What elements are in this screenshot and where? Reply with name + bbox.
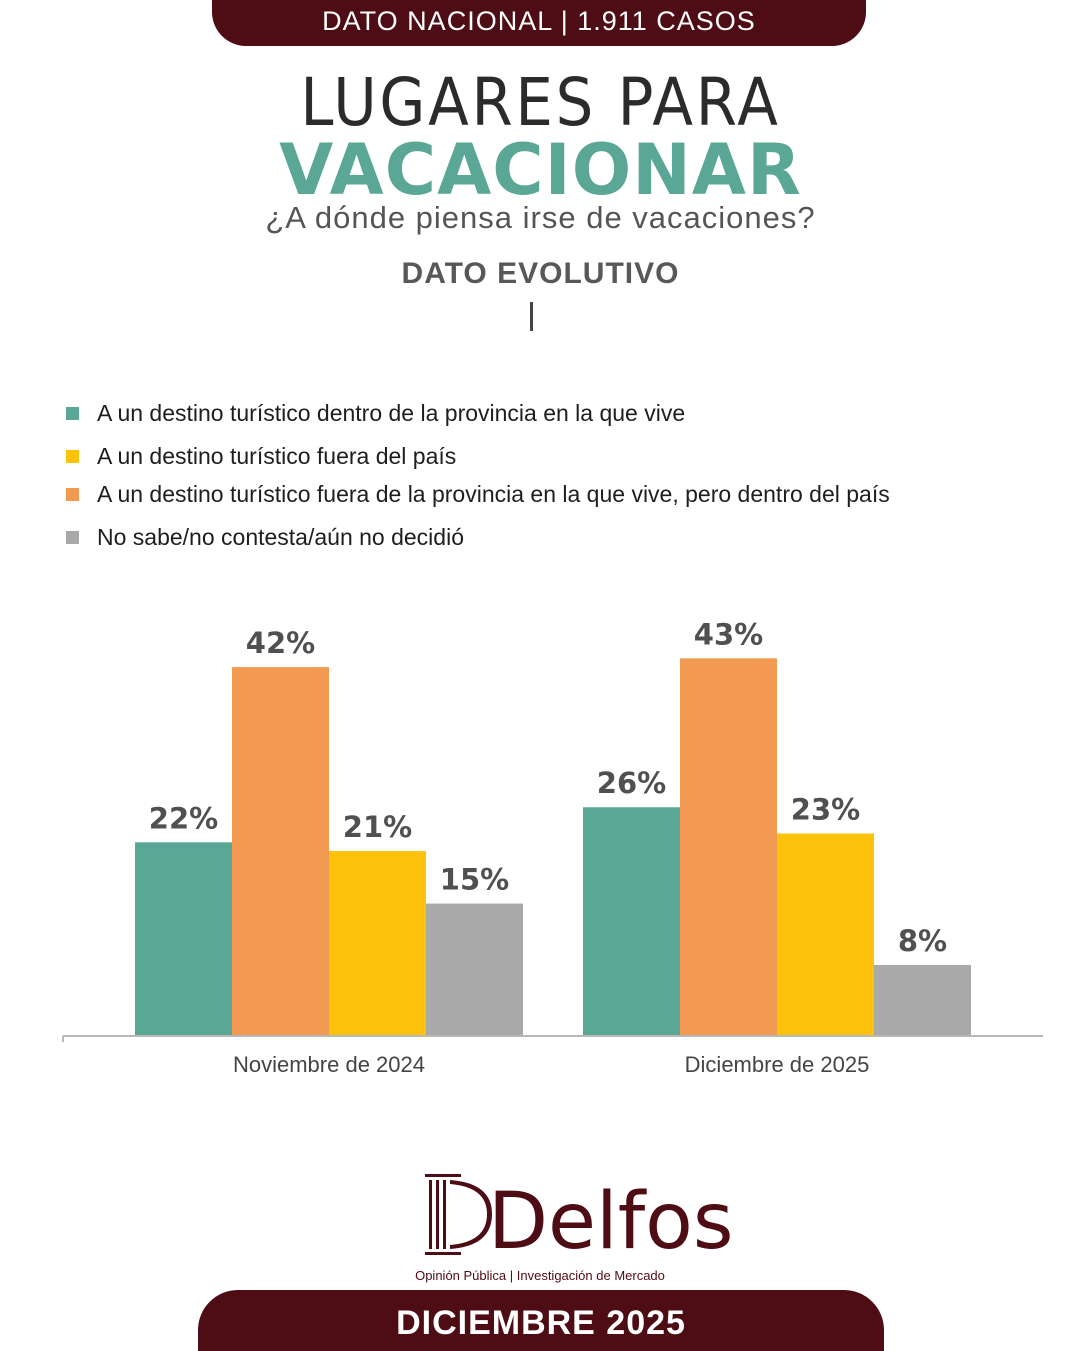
title-line-1: LUGARES PARA: [300, 64, 781, 141]
bar: [874, 964, 971, 1035]
columns-icon: [425, 1174, 492, 1255]
bar: [426, 903, 523, 1035]
data-label: 43%: [694, 617, 763, 651]
bar-chart: 22% 42% 21% 15% Noviembre de 2024 26% 43% 23% 8%…: [62, 617, 1043, 1077]
x-tick-label: Diciembre de 2025: [685, 1052, 870, 1077]
data-label: 22%: [149, 801, 218, 835]
delfos-logo: Delfos Opinión Pública | Investigación d…: [415, 1174, 734, 1283]
legend-swatch: [66, 488, 79, 501]
bar: [329, 851, 426, 1035]
legend-swatch: [66, 407, 79, 420]
title-line-2: VACACIONAR: [279, 129, 802, 211]
data-label: 8%: [898, 924, 947, 958]
data-label: 21%: [343, 810, 412, 844]
legend-label: A un destino turístico dentro de la prov…: [97, 400, 686, 426]
divider-line: [530, 302, 533, 331]
data-label: 42%: [246, 626, 315, 660]
logo-wordmark: Delfos: [488, 1177, 734, 1267]
header-banner: DATO NACIONAL | 1.911 CASOS: [212, 0, 866, 46]
survey-question: ¿A dónde piensa irse de vacaciones?: [265, 200, 816, 235]
legend-swatch: [66, 450, 79, 463]
data-label: 15%: [440, 863, 509, 897]
footer-date-banner: DICIEMBRE 2025: [198, 1290, 884, 1351]
legend-swatch: [66, 531, 79, 544]
bar: [583, 807, 680, 1035]
logo-tagline: Opinión Pública | Investigación de Merca…: [415, 1268, 665, 1283]
legend-label: A un destino turístico fuera del país: [97, 443, 457, 469]
legend-label: A un destino turístico fuera de la provi…: [97, 481, 890, 507]
bar: [135, 842, 232, 1035]
data-label: 23%: [791, 793, 860, 827]
section-title: DATO EVOLUTIVO: [401, 257, 680, 290]
legend-label: No sabe/no contesta/aún no decidió: [97, 524, 464, 550]
bar: [680, 658, 777, 1035]
bar: [777, 833, 874, 1035]
data-label: 26%: [597, 766, 666, 800]
bar: [232, 667, 329, 1035]
x-tick-label: Noviembre de 2024: [233, 1052, 425, 1077]
